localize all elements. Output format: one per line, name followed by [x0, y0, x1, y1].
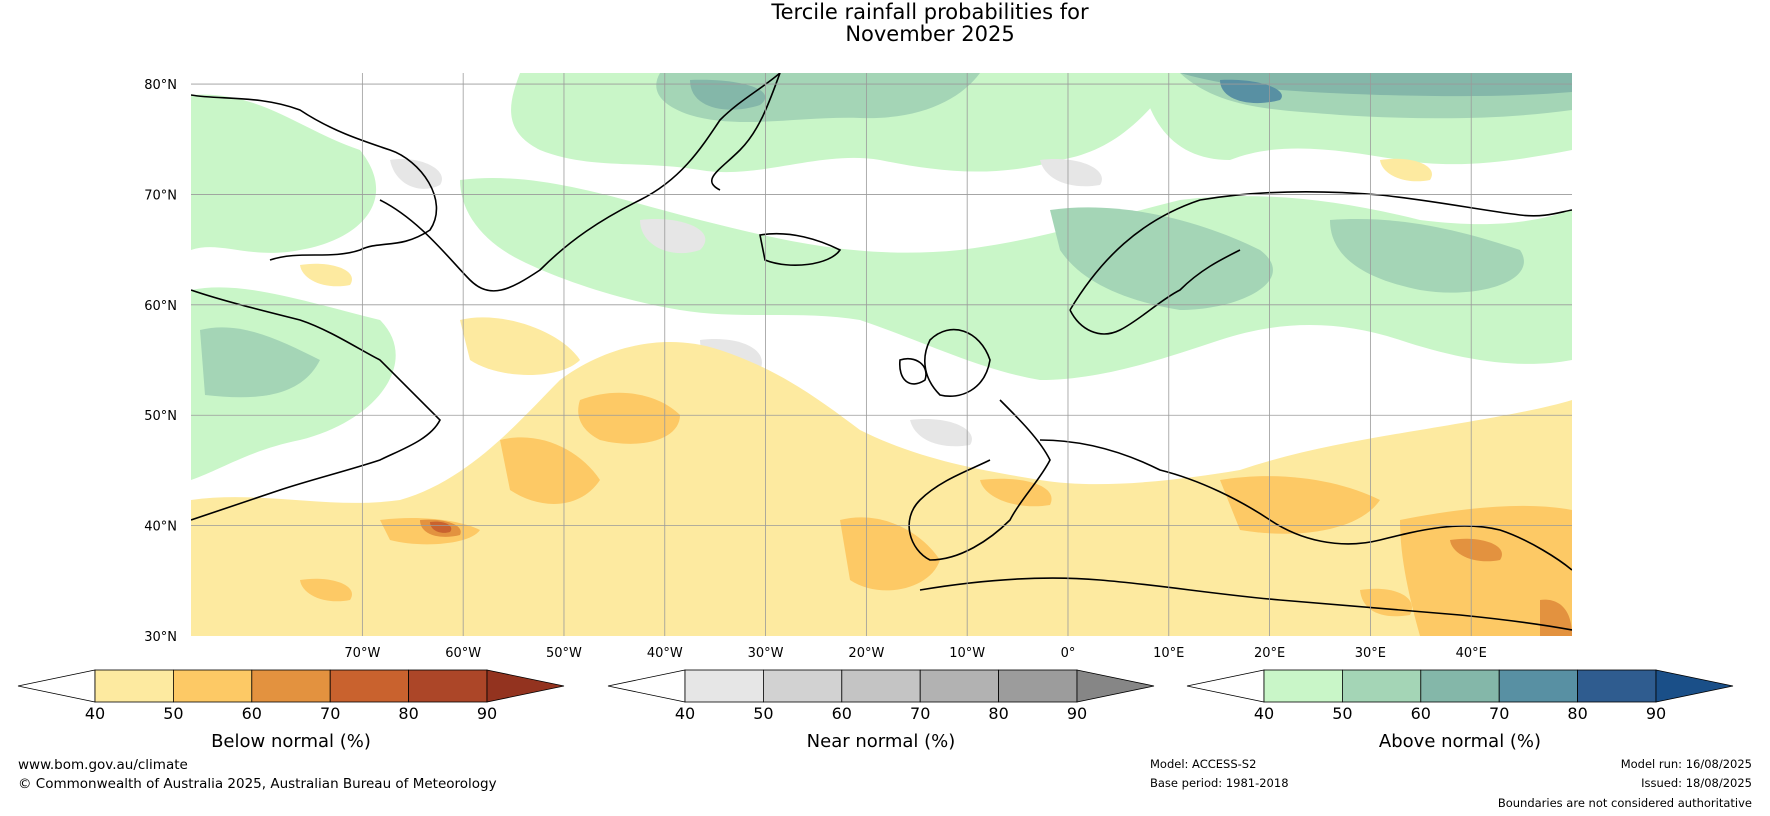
- colorbar-segment: [1420, 669, 1500, 703]
- iberia-france-coast: [908, 399, 1051, 561]
- colorbar-tick-label: 70: [910, 704, 930, 723]
- footer-model: Model: ACCESS-S2: [1150, 757, 1256, 771]
- footer-base-period: Base period: 1981-2018: [1150, 776, 1289, 790]
- scandinavia-north-coast: [1069, 190, 1572, 311]
- colorbar-segment: [251, 669, 331, 703]
- colorbar-segment: [763, 669, 843, 703]
- longitude-label: 40°W: [647, 646, 683, 661]
- longitude-label: 20°W: [848, 646, 884, 661]
- greenland-east-coast: [711, 73, 781, 191]
- latitude-label: 40°N: [144, 520, 177, 535]
- colorbar-below: 40 50 60 70 80 90 Below normal (%): [17, 669, 565, 752]
- colorbar-over-arrow: [1076, 669, 1155, 703]
- colorbars: 40 50 60 70 80 90 Below normal (%) 40 50 60 70 80 90…: [17, 669, 1734, 752]
- longitude-label: 10°W: [949, 646, 985, 661]
- iceland-coast: [759, 232, 842, 266]
- colorbar-segment: [919, 669, 1000, 703]
- footer-url[interactable]: www.bom.gov.au/climate: [18, 757, 188, 773]
- latitude-label: 50°N: [144, 409, 177, 424]
- longitude-label: 60°W: [445, 646, 481, 661]
- colorbar-tick-label: 40: [1254, 704, 1274, 723]
- colorbar-segment: [1577, 669, 1657, 703]
- longitude-label: 0°: [1061, 646, 1076, 661]
- latitude-label: 80°N: [144, 78, 177, 93]
- colorbar-segment: [684, 669, 764, 703]
- colorbar-tick-label: 50: [163, 704, 183, 723]
- colorbar-segment: [1263, 669, 1343, 703]
- north-africa-coast: [919, 577, 1572, 631]
- colorbar-tick-label: 50: [1332, 704, 1352, 723]
- colorbar-tick-label: 70: [1489, 704, 1509, 723]
- colorbar-over-arrow: [486, 669, 565, 703]
- latitude-labels: 80°N 70°N 60°N 50°N 40°N 30°N: [144, 78, 177, 645]
- colorbar-segment: [998, 669, 1078, 703]
- longitude-label: 20°E: [1254, 646, 1285, 661]
- mediterranean-north-coast: [1039, 439, 1572, 571]
- longitude-label: 30°W: [748, 646, 784, 661]
- scandinavia-south-coast: [1069, 249, 1241, 335]
- colorbar-under-arrow: [607, 669, 686, 703]
- colorbar-segment: [408, 669, 488, 703]
- greenland-west-coast: [379, 73, 781, 292]
- colorbar-tick-label: 70: [320, 704, 340, 723]
- probability-field: [191, 73, 1572, 636]
- colorbar-tick-label: 90: [1646, 704, 1666, 723]
- colorbar-segment: [172, 669, 253, 703]
- colorbar-under-arrow: [1186, 669, 1265, 703]
- coastlines: [191, 73, 1572, 631]
- footer-disclaimer: Boundaries are not considered authoritat…: [1498, 796, 1752, 810]
- longitude-label: 30°E: [1355, 646, 1386, 661]
- arctic-canada-coast: [191, 94, 438, 261]
- colorbar-tick-label: 60: [1411, 704, 1431, 723]
- colorbar-segment: [1342, 669, 1422, 703]
- map-panel: 80°N 70°N 60°N 50°N 40°N 30°N 70°W 60°W 50°W 40°…: [144, 73, 1572, 661]
- colorbar-tick-label: 80: [1567, 704, 1587, 723]
- colorbar-over-arrow: [1655, 669, 1734, 703]
- colorbar-tick-label: 60: [242, 704, 262, 723]
- footer-copyright: © Commonwealth of Australia 2025, Austra…: [18, 776, 497, 792]
- colorbar-title: Above normal (%): [1379, 731, 1541, 752]
- footer-issued: Issued: 18/08/2025: [1641, 776, 1752, 790]
- colorbar-title: Near normal (%): [807, 731, 956, 752]
- colorbar-tick-label: 80: [398, 704, 418, 723]
- north-america-east-coast: [191, 289, 441, 521]
- latitude-label: 60°N: [144, 299, 177, 314]
- colorbar-segment: [841, 669, 921, 703]
- colorbar-segment: [94, 669, 174, 703]
- longitude-label: 10°E: [1153, 646, 1184, 661]
- colorbar-tick-label: 40: [675, 704, 695, 723]
- colorbar-tick-label: 90: [477, 704, 497, 723]
- map-title-line2: November 2025: [845, 22, 1014, 46]
- colorbar-tick-label: 60: [832, 704, 852, 723]
- map-title-line1: Tercile rainfall probabilities for: [770, 0, 1089, 24]
- longitude-label: 50°W: [546, 646, 582, 661]
- ireland-coast: [899, 358, 927, 385]
- colorbar-tick-label: 40: [85, 704, 105, 723]
- graticule: [191, 73, 1572, 636]
- longitude-label: 40°E: [1456, 646, 1487, 661]
- colorbar-above: 40 50 60 70 80 90 Above normal (%): [1186, 669, 1734, 752]
- latitude-label: 70°N: [144, 188, 177, 203]
- colorbar-under-arrow: [17, 669, 96, 703]
- colorbar-segment: [329, 669, 410, 703]
- longitude-labels: 70°W 60°W 50°W 40°W 30°W 20°W 10°W 0° 10°E 20°E 30…: [344, 646, 1486, 661]
- colorbar-segment: [1498, 669, 1578, 703]
- footer-model-run: Model run: 16/08/2025: [1621, 757, 1752, 771]
- longitude-label: 70°W: [344, 646, 380, 661]
- colorbar-title: Below normal (%): [211, 731, 371, 752]
- colorbar-near: 40 50 60 70 80 90 Near normal (%): [607, 669, 1155, 752]
- colorbar-tick-label: 90: [1067, 704, 1087, 723]
- colorbar-tick-label: 80: [988, 704, 1008, 723]
- latitude-label: 30°N: [144, 630, 177, 645]
- colorbar-tick-label: 50: [753, 704, 773, 723]
